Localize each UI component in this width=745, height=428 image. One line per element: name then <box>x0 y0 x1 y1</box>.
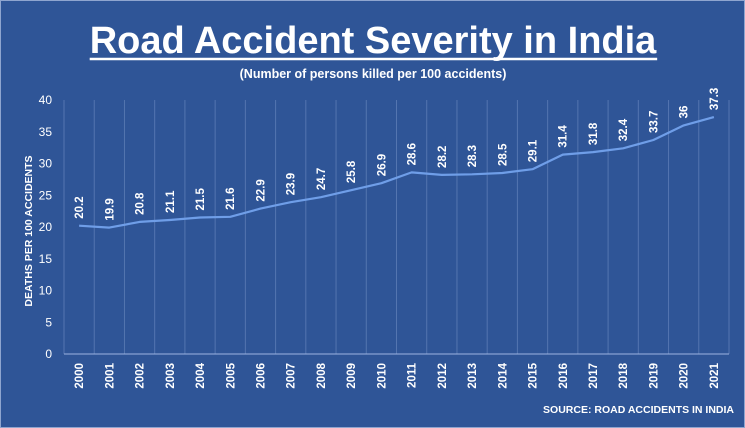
data-label: 29.1 <box>528 139 540 162</box>
data-label: 19.9 <box>104 198 116 220</box>
source-note: SOURCE: ROAD ACCIDENTS IN INDIA <box>543 404 734 416</box>
series-line-group <box>79 116 715 229</box>
data-label: 25.8 <box>346 160 358 183</box>
data-label: 22.9 <box>255 179 267 201</box>
data-label: 36 <box>679 106 691 119</box>
x-tick-label: 2005 <box>225 362 237 388</box>
data-labels: 20.2 19.9 20.8 21.1 21.5 21.6 22.9 23.9 24.7 25.8… <box>74 88 721 221</box>
x-tick-label: 2007 <box>286 363 298 389</box>
x-tick-label: 2004 <box>195 362 207 388</box>
x-tick-label: 2019 <box>648 363 660 389</box>
y-axis-label: DEATHS PER 100 ACCIDENTS <box>23 155 35 306</box>
x-tick-label: 2001 <box>104 362 116 388</box>
data-label: 21.1 <box>165 190 177 213</box>
data-label: 26.9 <box>376 154 388 176</box>
data-label: 28.3 <box>467 145 479 167</box>
data-label: 21.6 <box>225 187 237 209</box>
data-label: 28.2 <box>437 146 449 168</box>
x-tick-label: 2011 <box>407 362 419 388</box>
x-tick-label: 2016 <box>558 363 570 389</box>
y-tick-label: 30 <box>39 157 53 171</box>
y-tick-label: 15 <box>39 252 53 266</box>
series-line <box>79 116 715 229</box>
x-tick-label: 2006 <box>255 363 267 389</box>
x-tick-label: 2002 <box>135 363 147 389</box>
x-tick-label: 2010 <box>376 363 388 389</box>
data-label: 24.7 <box>316 168 328 190</box>
data-label: 32.4 <box>618 118 630 141</box>
x-tick-label: 2012 <box>437 363 449 389</box>
data-label: 33.7 <box>648 111 660 133</box>
x-tick-label: 2017 <box>588 363 600 389</box>
y-axis-ticks: 0 5 10 15 20 25 30 35 40 <box>39 93 53 361</box>
data-label: 31.4 <box>558 125 570 148</box>
y-tick-label: 35 <box>39 125 53 139</box>
y-tick-label: 0 <box>45 347 52 361</box>
data-label: 37.3 <box>709 88 721 110</box>
x-tick-label: 2020 <box>679 363 691 389</box>
data-label: 20.8 <box>135 192 147 215</box>
x-tick-label: 2015 <box>528 362 540 388</box>
data-label: 20.2 <box>74 196 86 218</box>
y-tick-label: 40 <box>39 93 53 107</box>
data-label: 21.5 <box>195 187 207 210</box>
chart-title: Road Accident Severity in India <box>90 20 657 62</box>
data-label: 31.8 <box>588 122 600 145</box>
y-tick-label: 20 <box>39 220 53 234</box>
x-tick-label: 2013 <box>467 363 479 389</box>
data-label: 23.9 <box>286 173 298 195</box>
y-tick-label: 10 <box>39 284 53 298</box>
x-tick-label: 2000 <box>74 363 86 389</box>
chart-subtitle: (Number of persons killed per 100 accide… <box>240 67 507 81</box>
x-tick-label: 2008 <box>316 362 328 388</box>
x-tick-label: 2014 <box>497 362 509 388</box>
y-tick-label: 5 <box>45 315 52 329</box>
data-label: 28.5 <box>497 143 509 166</box>
x-tick-label: 2009 <box>346 363 358 389</box>
gridlines <box>63 100 730 354</box>
x-axis-ticks: 2000 2001 2002 2003 2004 2005 2006 2007 2008 2009… <box>74 362 721 388</box>
data-label: 28.6 <box>407 143 419 165</box>
x-tick-label: 2018 <box>618 362 630 388</box>
y-tick-label: 25 <box>39 188 53 202</box>
x-tick-label: 2021 <box>709 362 721 388</box>
x-tick-label: 2003 <box>165 363 177 389</box>
